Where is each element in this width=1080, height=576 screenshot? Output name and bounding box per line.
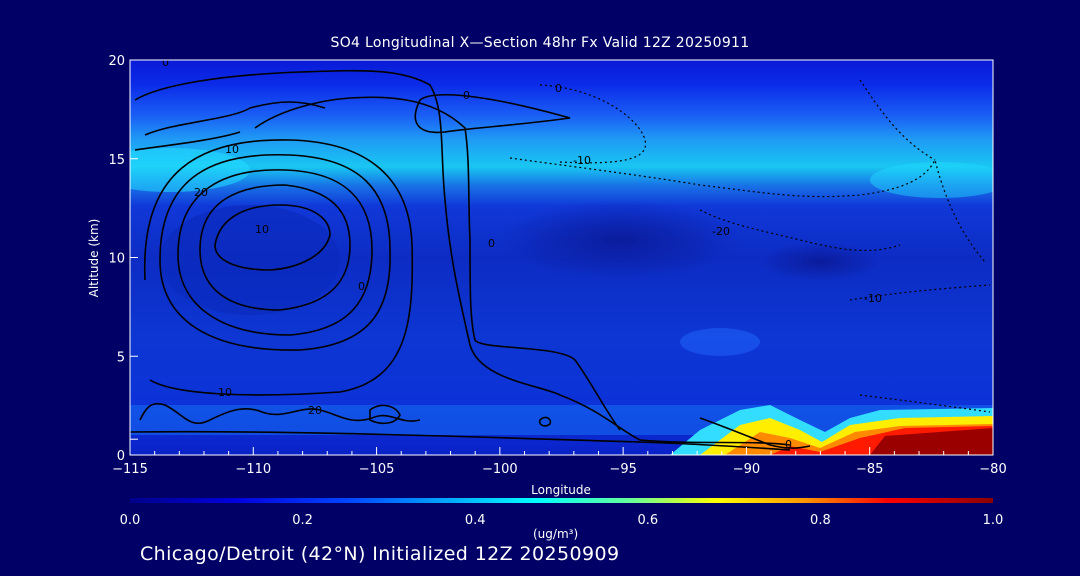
contour-line [414, 93, 571, 134]
contour-line [214, 204, 331, 271]
contour-label: -10 [864, 292, 882, 305]
contour-labels: 10 20 10 0 0 -10 -20 -10 10 20 0 0 0 0 [162, 56, 882, 451]
light-blob [680, 328, 760, 356]
contour-line [509, 157, 986, 263]
y-axis: 0 5 10 15 20 [108, 54, 138, 464]
y-tick-label: 20 [108, 54, 125, 69]
colorbar-tick-label: 0.2 [292, 513, 313, 528]
x-tick-label: −85 [856, 462, 883, 477]
contour-label: 10 [255, 223, 269, 236]
dark-blob [160, 205, 340, 315]
contour-label: 0 [162, 56, 169, 69]
contour-line [254, 96, 621, 431]
contour-line [177, 169, 373, 336]
contour-line [144, 101, 326, 136]
y-tick-label: 10 [108, 252, 125, 267]
colorbar-tick-label: 1.0 [983, 513, 1004, 528]
chart-title: SO4 Longitudinal X—Section 48hr Fx Valid… [330, 35, 750, 51]
contour-label: 0 [555, 82, 562, 95]
y-axis-label: Altitude (km) [87, 219, 101, 298]
contour-line [139, 402, 421, 425]
x-axis: −115 −110 −105 −100 −95 −90 −85 −80 [112, 447, 1007, 477]
contour-line [159, 153, 391, 351]
colorbar-tick-label: 0.6 [637, 513, 658, 528]
colorbar-tick-label: 0.4 [465, 513, 486, 528]
contour-line [143, 139, 414, 396]
x-tick-label: −90 [733, 462, 760, 477]
x-tick-label: −80 [979, 462, 1006, 477]
colorbar-ticks: 0.0 0.2 0.4 0.6 0.8 1.0 [120, 513, 1004, 528]
dark-blob [760, 242, 880, 282]
contour-line [134, 69, 791, 446]
y-tick-label: 0 [117, 449, 125, 464]
x-axis-label: Longitude [531, 483, 591, 497]
contour-label: 20 [308, 404, 322, 417]
contour-line [369, 404, 401, 425]
contour-lines-dashed [509, 79, 991, 413]
plot-area: 10 20 10 0 0 -10 -20 -10 10 20 0 0 0 0 [130, 56, 993, 455]
footer-caption: Chicago/Detroit (42°N) Initialized 12Z 2… [140, 543, 620, 565]
contour-line [130, 430, 791, 451]
contour-label: 0 [785, 438, 792, 451]
contour-label: 0 [358, 280, 365, 293]
colorbar-tick-label: 0.0 [120, 513, 141, 528]
x-tick-label: −115 [112, 462, 148, 477]
contour-label: 10 [218, 386, 232, 399]
x-tick-label: −110 [235, 462, 271, 477]
colorbar-unit: (ug/m³) [533, 527, 579, 541]
contour-label: -20 [712, 225, 730, 238]
contour-label: 0 [463, 89, 470, 102]
contour-line [699, 417, 811, 449]
contour-label: -10 [573, 154, 591, 167]
contour-line [849, 284, 991, 301]
contour-line [859, 394, 991, 413]
contour-label: 0 [488, 237, 495, 250]
contour-label: 20 [194, 186, 208, 199]
x-tick-label: −100 [482, 462, 518, 477]
contour-line [134, 131, 241, 151]
upper-cyan-band-right [870, 162, 993, 198]
y-tick-label: 15 [108, 153, 125, 168]
contour-line [859, 79, 936, 161]
contour-label: 10 [225, 143, 239, 156]
x-tick-label: −95 [609, 462, 636, 477]
dark-blob [500, 200, 740, 280]
y-tick-label: 5 [117, 350, 125, 365]
colorbar-tick-label: 0.8 [810, 513, 831, 528]
x-tick-label: −105 [359, 462, 395, 477]
contour-lines-solid [130, 69, 811, 451]
plume-darkred [870, 428, 993, 455]
contour-line [538, 416, 552, 427]
colorbar [130, 498, 993, 503]
contour-line [199, 184, 351, 311]
